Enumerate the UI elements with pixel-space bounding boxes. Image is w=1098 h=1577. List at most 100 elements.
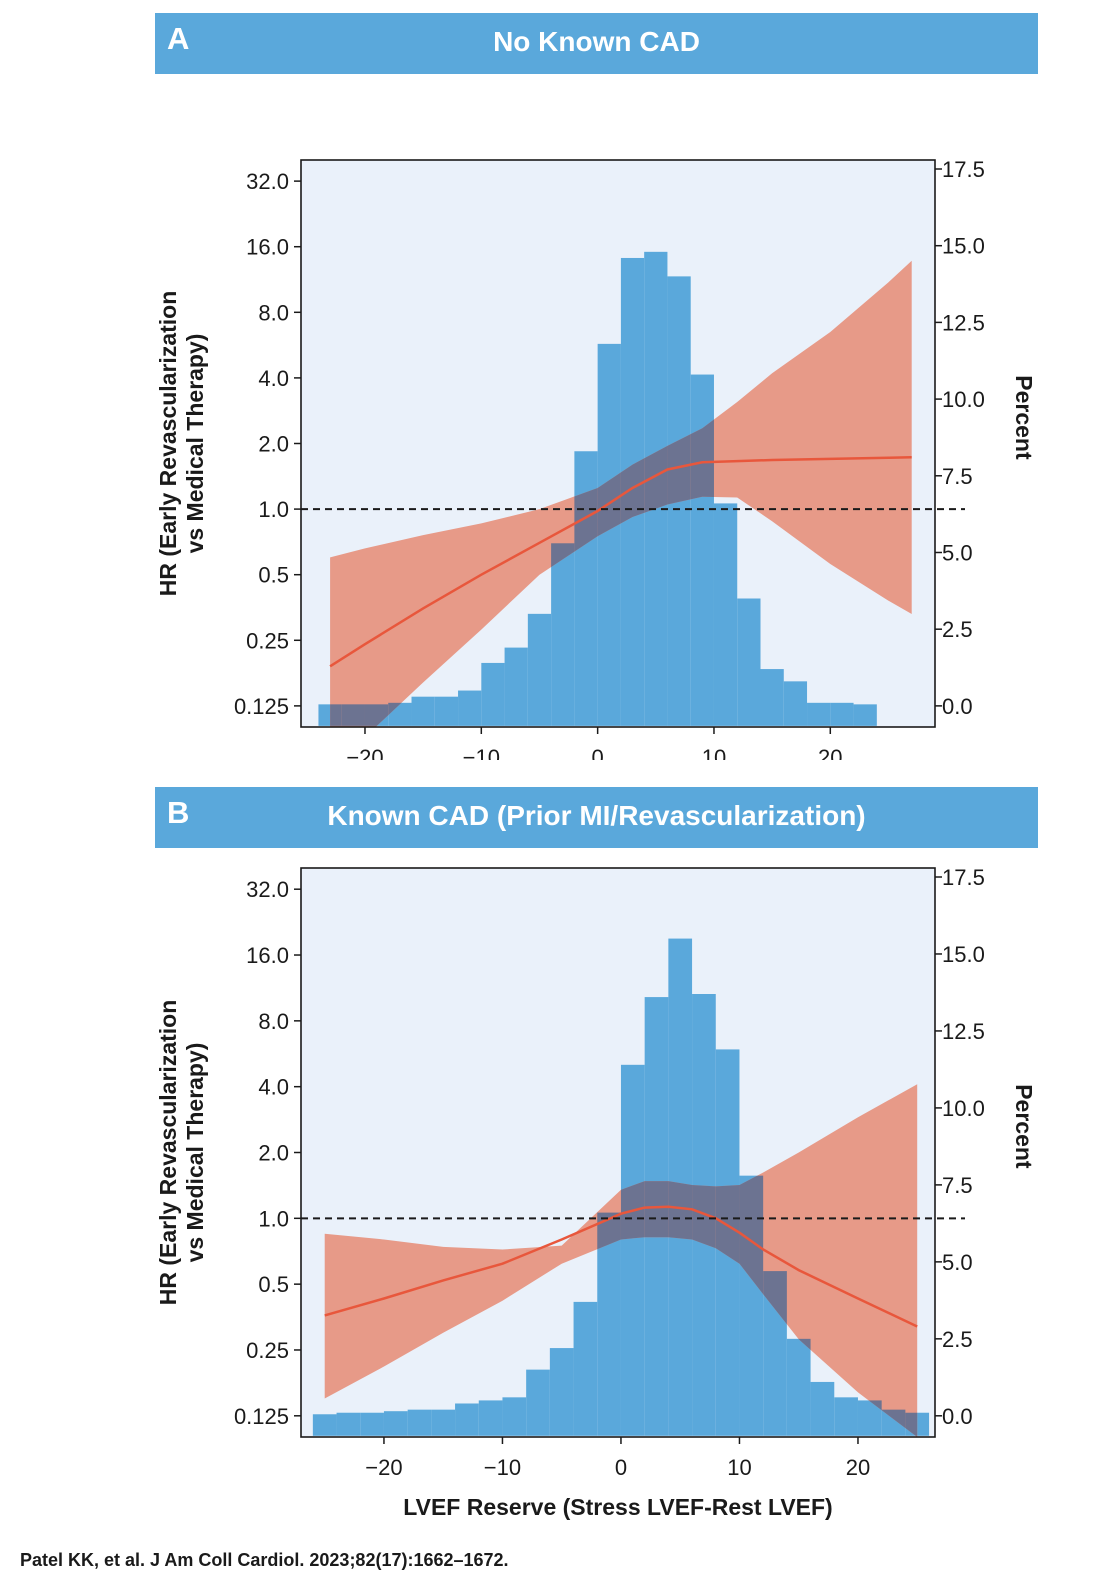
- panel-a-x-tick-label: 0: [592, 745, 604, 760]
- panel-a-letter: A: [167, 21, 190, 56]
- panel-b-x-tick-label: 20: [846, 1455, 870, 1480]
- panel-a-left-axis-label: HR (Early Revascularizationvs Medical Th…: [155, 291, 208, 597]
- panel-b-left-tick-label: 1.0: [258, 1206, 289, 1231]
- panel-b-histogram-bar: [526, 1369, 550, 1436]
- panel-a-left-tick-label: 1.0: [258, 497, 289, 522]
- panel-a-right-tick-label: 15.0: [942, 234, 985, 259]
- panel-a-histogram-bar: [783, 681, 808, 726]
- panel-b-histogram-bar: [478, 1400, 503, 1436]
- panel-b-banner: B Known CAD (Prior MI/Revascularization): [155, 787, 1038, 848]
- panel-b-x-tick-label: −10: [484, 1455, 521, 1480]
- panel-b-histogram-bar: [810, 1381, 835, 1436]
- panel-a-right-tick-label: 10.0: [942, 387, 985, 412]
- panel-a-left-tick-label: 16.0: [246, 235, 289, 260]
- panel-b-x-tick-label: 10: [727, 1455, 751, 1480]
- panel-a-histogram-bar: [807, 702, 831, 726]
- panel-b-left-axis-label-line: HR (Early Revascularization: [155, 1000, 181, 1306]
- panel-b-right-tick-label: 15.0: [942, 942, 985, 967]
- panel-b-right-tick-label: 0.0: [942, 1404, 973, 1429]
- panel-b-right-tick-label: 2.5: [942, 1327, 973, 1352]
- panel-a-histogram-bar: [853, 704, 877, 726]
- panel-b-histogram-bar: [620, 1064, 645, 1436]
- panel-a-histogram-bar: [760, 669, 784, 726]
- panel-a-right-tick-label: 17.5: [942, 157, 985, 182]
- panel-b-plot-area: [312, 938, 930, 1437]
- panel-b-right-tick-label: 5.0: [942, 1250, 973, 1275]
- panel-b-histogram-bar: [360, 1412, 384, 1436]
- panel-b-x-tick-label: 0: [615, 1455, 627, 1480]
- citation: Patel KK, et al. J Am Coll Cardiol. 2023…: [20, 1550, 509, 1570]
- panel-b-histogram-bar: [502, 1397, 527, 1436]
- panel-b-left-axis-label: HR (Early Revascularizationvs Medical Th…: [155, 1000, 208, 1306]
- panel-a-histogram-bar: [527, 613, 552, 726]
- panel-b-right-axis-label: Percent: [1011, 1084, 1037, 1169]
- panel-a-chart: 0.125 0.25 0.5 1.0 2.0 4.0 8.0 16.0 32.0 0.0 2.5 5.…: [155, 157, 1037, 760]
- panel-b-left-tick-label: 32.0: [246, 877, 289, 902]
- panel-b-confidence-band: [324, 1084, 918, 1437]
- panel-b-histogram-bar: [834, 1397, 858, 1436]
- panel-a-left-tick-label: 2.0: [258, 432, 289, 457]
- panel-a-histogram-bar: [830, 702, 854, 726]
- panel-b-left-tick-label: 4.0: [258, 1075, 289, 1100]
- panel-a-left-tick-label: 0.25: [246, 628, 289, 653]
- panel-a-left-tick-label: 4.0: [258, 366, 289, 391]
- panel-b-histogram-bar: [549, 1348, 574, 1436]
- panel-b-left-tick-label: 2.0: [258, 1141, 289, 1166]
- panel-a-right-tick-label: 7.5: [942, 464, 973, 489]
- panel-b-left-axis-label-line: vs Medical Therapy): [182, 1043, 208, 1263]
- panel-b-letter: B: [167, 795, 190, 830]
- panel-b-histogram-bar: [573, 1301, 598, 1436]
- panel-b-left-tick-label: 16.0: [246, 943, 289, 968]
- panel-a-histogram-bar: [411, 696, 435, 726]
- panel-a-title: No Known CAD: [493, 26, 700, 57]
- panel-b-histogram-bar: [312, 1414, 337, 1436]
- panel-b-overlap-bar: [905, 1412, 918, 1436]
- panel-b-title: Known CAD (Prior MI/Revascularization): [327, 800, 866, 831]
- panel-b-histogram-bar: [383, 1411, 408, 1436]
- panel-a-right-tick-label: 5.0: [942, 540, 973, 565]
- panel-b-left-tick-label: 0.5: [258, 1272, 289, 1297]
- panel-b-right-tick-label: 7.5: [942, 1173, 973, 1198]
- panel-a-left-tick-label: 0.125: [234, 694, 289, 719]
- panel-a-banner: A No Known CAD: [155, 13, 1038, 74]
- panel-a-histogram-bar: [458, 690, 482, 726]
- panel-a-histogram-bar: [504, 647, 528, 726]
- panel-a-plot-area: [318, 251, 912, 727]
- panel-a-histogram-bar: [481, 662, 505, 726]
- panel-a-histogram-bar: [713, 503, 738, 726]
- panel-a-x-tick-label: 10: [702, 745, 726, 760]
- panel-a-histogram-bar: [597, 343, 621, 726]
- panel-b-left-tick-label: 8.0: [258, 1009, 289, 1034]
- panel-a-overlap-bar: [330, 704, 342, 726]
- panel-b-histogram-bar: [431, 1409, 456, 1436]
- panel-a-histogram-bar: [551, 543, 575, 726]
- panel-b-right-tick-label: 12.5: [942, 1019, 985, 1044]
- panel-b-histogram-bar: [597, 1212, 621, 1436]
- panel-b-chart: 0.125 0.25 0.5 1.0 2.0 4.0 8.0 16.0 32.0 0.0 2.5 5.…: [155, 865, 1037, 1520]
- panel-a-histogram-bar: [737, 598, 761, 726]
- panel-a-x-tick-label: −20: [346, 745, 383, 760]
- panel-b-histogram-bar: [786, 1338, 811, 1436]
- panel-b-histogram-bar: [336, 1412, 361, 1436]
- panel-a-right-axis-label: Percent: [1011, 375, 1037, 460]
- panel-a-x-tick-label: −10: [463, 745, 500, 760]
- panel-b-right-tick-label: 17.5: [942, 865, 985, 890]
- panel-b-histogram-bar: [857, 1400, 882, 1436]
- panel-b-histogram-bar: [455, 1403, 479, 1436]
- panel-a-hr-curve: [329, 455, 912, 668]
- panel-a-left-tick-label: 8.0: [258, 300, 289, 325]
- panel-a-x-tick-label: 20: [818, 745, 842, 760]
- panel-a-left-axis-label-line: vs Medical Therapy): [182, 334, 208, 554]
- panel-b-hr-curve: [324, 1205, 918, 1328]
- panel-b-histogram-bar: [407, 1409, 432, 1436]
- panel-a-left-tick-label: 32.0: [246, 169, 289, 194]
- panel-a-left-axis-label-line: HR (Early Revascularization: [155, 291, 181, 597]
- panel-b-x-axis-label: LVEF Reserve (Stress LVEF-Rest LVEF): [403, 1494, 832, 1520]
- panel-a-right-tick-label: 2.5: [942, 617, 973, 642]
- panel-a-overlap-bar: [364, 704, 389, 726]
- panel-a-overlap-bar: [341, 704, 365, 726]
- panel-b-left-tick-label: 0.125: [234, 1404, 289, 1429]
- panel-a-left-tick-label: 0.5: [258, 563, 289, 588]
- panel-a-right-tick-label: 0.0: [942, 694, 973, 719]
- panel-b-right-tick-label: 10.0: [942, 1096, 985, 1121]
